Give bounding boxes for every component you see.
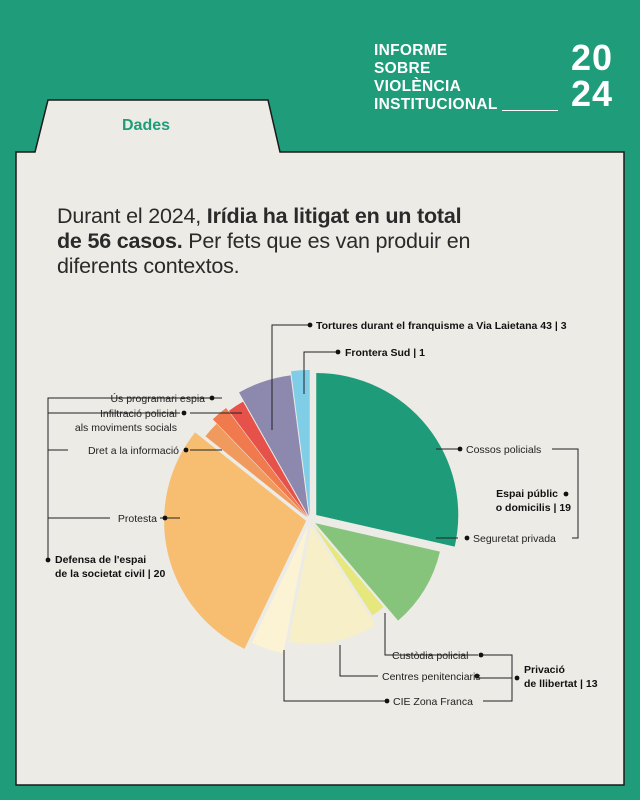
label-custodia: Custòdia policial (392, 650, 468, 662)
pie-slice-infiltraci-policial-als-moviments-socials (212, 407, 308, 517)
pie-slice-centres-penitenciaris (288, 525, 376, 644)
pie-slice-protesta (164, 432, 307, 649)
dot-protesta (162, 515, 168, 521)
pie-slice--s-programari-espia (228, 401, 308, 517)
leader-centres (339, 645, 378, 677)
pie-slice-cie-zona-franca (251, 525, 309, 654)
dot-cie (384, 698, 390, 704)
report-title-line-3: VIOLÈNCIA (374, 78, 462, 95)
label-protesta: Protesta (118, 513, 157, 525)
headline-bold: Irídia ha litigat en un total de 56 caso… (57, 204, 462, 253)
dot-espia (209, 395, 215, 401)
leader-left-bracket (47, 397, 222, 560)
label-seguretat: Seguretat privada (473, 533, 556, 545)
report-title-line-1: INFORME (374, 42, 448, 59)
leader-frontera (303, 351, 338, 394)
label-dots (45, 322, 569, 704)
pie-slice-dret-a-la-informaci- (205, 423, 308, 518)
label-frontera: Frontera Sud | 1 (345, 347, 425, 359)
dot-espai (563, 491, 569, 497)
report-title-line-4: INSTITUCIONAL (374, 96, 498, 113)
headline-part-2: Per fets que es van produir en diferents… (57, 229, 471, 278)
label-cossos: Cossos policials (466, 444, 541, 456)
slice-labels: Tortures durant el franquisme a Via Laie… (55, 320, 598, 708)
label-defensa-2: de la societat civil | 20 (55, 568, 165, 580)
leader-custodia (384, 613, 478, 656)
leader-tortures (271, 324, 310, 430)
title-underline (501, 110, 558, 111)
pie-slice-seguretat-privada (315, 523, 440, 621)
label-defensa-1: Defensa de l'espai (55, 554, 146, 566)
label-espai-1: Espai públic (496, 488, 558, 500)
label-infiltracio-1: Infiltració policial (100, 408, 177, 420)
pie-slice-tortures-durant-el-franquisme-a-via-laietana-43 (239, 375, 309, 517)
label-centres: Centres penitenciaris (382, 671, 481, 683)
pie-slices (164, 370, 459, 654)
label-privacio-2: de llibertat | 13 (524, 678, 598, 690)
label-dret: Dret a la informació (88, 445, 179, 457)
report-year: 20 24 (571, 40, 613, 112)
dot-defensa (45, 557, 51, 563)
headline-part-1: Durant el 2024, (57, 204, 207, 228)
label-tortures: Tortures durant el franquisme a Via Laie… (316, 320, 567, 332)
dot-cossos (457, 446, 463, 452)
dot-privacio (514, 675, 520, 681)
pie-slice-cossos-policials (316, 373, 459, 547)
pie-slice-frontera-sud (291, 370, 310, 517)
label-espai-2: o domicilis | 19 (496, 502, 571, 514)
leader-lines (47, 324, 579, 702)
folder-tab-label: Dades (122, 117, 171, 134)
headline: Durant el 2024, Irídia ha litigat en un … (57, 204, 477, 279)
label-privacio-1: Privació (524, 664, 565, 676)
label-infiltracio-2: als moviments socials (75, 422, 177, 434)
dot-infiltracio (181, 410, 187, 416)
dot-dret (183, 447, 189, 453)
leader-espai-bracket (552, 448, 579, 539)
label-espia: Ús programari espia (110, 392, 205, 405)
report-title-line-2: SOBRE (374, 60, 431, 77)
dot-custodia (478, 652, 484, 658)
dot-tortures (307, 322, 313, 328)
year-bottom: 24 (571, 73, 614, 114)
pie-slice-cust-dia-policial (313, 524, 384, 616)
label-cie: CIE Zona Franca (393, 696, 473, 708)
report-title: INFORME SOBRE VIOLÈNCIA INSTITUCIONAL (374, 42, 558, 114)
dot-centres (474, 673, 480, 679)
leader-cie (283, 650, 385, 702)
dot-seguretat (464, 535, 470, 541)
year-top: 20 (571, 37, 614, 78)
dot-frontera (335, 349, 341, 355)
